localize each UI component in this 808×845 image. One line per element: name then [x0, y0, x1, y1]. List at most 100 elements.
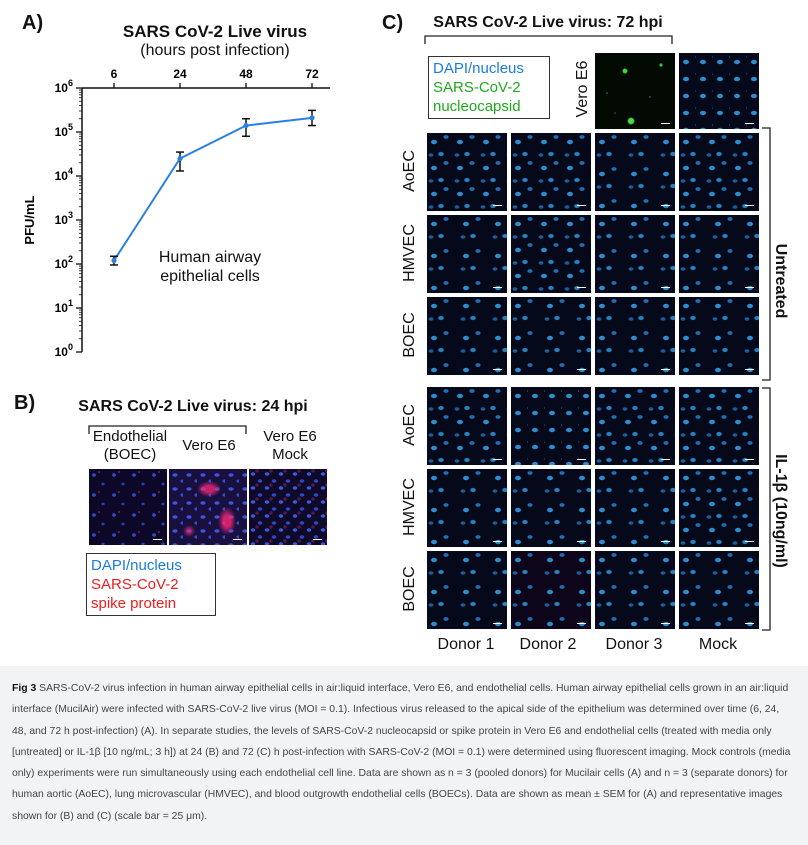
figure-caption: Fig 3 SARS-CoV-2 virus infection in huma… [0, 666, 808, 845]
y-tick-label: 103 [55, 210, 73, 227]
y-tick-label: 106 [55, 78, 73, 95]
panel-c-legend-sars: SARS-CoV-2 [433, 79, 521, 96]
panel-b-col2: Vero E6 [182, 437, 236, 454]
panel-c-micrograph [426, 214, 508, 294]
panel-b-label: B) [14, 392, 36, 414]
scale-bar [745, 459, 754, 460]
panel-b-title: SARS CoV-2 Live virus: 24 hpi [78, 398, 308, 415]
panel-c-micrograph [426, 296, 508, 376]
panel-c-vero-label: Vero E6 [574, 60, 591, 118]
panel-b-image-vero-infected [168, 468, 248, 546]
panel-a-subtitle: (hours post infection) [140, 42, 290, 59]
panel-c-micrograph [594, 468, 676, 548]
scale-bar [577, 541, 586, 542]
panel-c-micrograph [678, 468, 760, 548]
scale-bar [745, 205, 754, 206]
panel-c-micrograph [510, 386, 592, 466]
panel-c-micrograph [510, 132, 592, 212]
scale-bar [661, 541, 670, 542]
panel-c-micrograph [426, 468, 508, 548]
x-tick-label: 6 [111, 67, 118, 81]
y-tick-label: 105 [55, 122, 73, 139]
panel-c-row-hmvec-2: HMVEC [401, 478, 418, 536]
x-tick-label: 48 [239, 67, 253, 81]
scale-bar [493, 205, 502, 206]
scale-bar [577, 623, 586, 624]
caption-text: SARS-CoV-2 virus infection in human airw… [12, 683, 791, 822]
panel-c-label: C) [382, 12, 404, 34]
scale-bar [493, 459, 502, 460]
panel-c-micrograph [426, 132, 508, 212]
data-point [309, 115, 315, 121]
panel-b-legend: DAPI/nucleus SARS-CoV-2 spike protein [86, 553, 216, 616]
y-axis-label: PFU/mL [22, 195, 37, 244]
scale-bar [493, 369, 502, 370]
panel-b-col3-line1: Vero E6 [263, 428, 317, 445]
data-point [177, 155, 183, 162]
scale-bar [745, 623, 754, 624]
panel-a-title: SARS CoV-2 Live virus [122, 22, 308, 41]
panel-a-chart: 100 101 102 103 104 105 106 6 24 48 72 PFU/mL [22, 67, 330, 359]
series-line [113, 116, 313, 262]
y-tick-label: 104 [55, 166, 73, 183]
panel-c-row-hmvec-1: HMVEC [401, 224, 418, 282]
scale-bar [745, 287, 754, 288]
scale-bar [661, 369, 670, 370]
panel-c-micrograph [510, 296, 592, 376]
y-tick-label: 101 [55, 298, 73, 315]
panel-b-bracket [88, 425, 247, 434]
panel-c-row-aoec-1: AoEC [401, 150, 418, 192]
scale-bar [493, 623, 502, 624]
panel-c-micrograph [594, 132, 676, 212]
panel-c-micrograph [510, 468, 592, 548]
panel-c-micrograph [510, 550, 592, 630]
chart-a-group: 100 101 102 103 104 105 106 6 24 48 72 PFU/mL [22, 67, 330, 359]
panel-c-micrograph [594, 296, 676, 376]
panel-c-group-untreated: Untreated [772, 243, 789, 319]
panel-c-micrograph [594, 214, 676, 294]
scale-bar [745, 369, 754, 370]
panel-b-col3-line2: Mock [272, 446, 308, 463]
panel-c-micrograph [678, 214, 760, 294]
panel-c-legend-nucleocapsid: nucleocapsid [433, 98, 521, 115]
panel-b-col1-line1: Endothelial [92, 428, 168, 445]
panel-c-micrograph [594, 550, 676, 630]
panel-c-title: SARS CoV-2 Live virus: 72 hpi [433, 14, 663, 31]
panel-b-legend-spike: spike protein [91, 595, 177, 612]
panel-c-legend-dapi: DAPI/nucleus [433, 60, 524, 77]
panel-c-micrograph [510, 214, 592, 294]
panel-a-label: A) [22, 12, 44, 34]
scale-bar [745, 541, 754, 542]
y-tick-label: 100 [55, 342, 73, 359]
panel-c-col-donor2: Donor 2 [519, 636, 577, 653]
panel-c-micrograph [678, 132, 760, 212]
scale-bar [577, 369, 586, 370]
panel-c-col-donor1: Donor 1 [437, 636, 495, 653]
panel-c-micrograph [678, 550, 760, 630]
scale-bar [577, 459, 586, 460]
panel-b-col1-line2: (BOEC) [103, 446, 157, 463]
panel-c-micrograph [426, 550, 508, 630]
panel-b-image-vero-mock [248, 468, 328, 546]
panel-c-image-vero-infected [594, 52, 676, 130]
panel-c-image-vero-mock [678, 52, 760, 130]
scale-bar [661, 623, 670, 624]
x-tick-label: 24 [173, 67, 187, 81]
scale-bar [661, 459, 670, 460]
panel-c-legend: DAPI/nucleus SARS-CoV-2 nucleocapsid [428, 56, 550, 119]
panel-c-col-donor3: Donor 3 [605, 636, 663, 653]
panel-c-bracket [424, 35, 673, 44]
panel-b-legend-sars: SARS-CoV-2 [91, 576, 179, 593]
panel-b-legend-dapi: DAPI/nucleus [91, 557, 182, 574]
panel-c-row-boec-1: BOEC [401, 312, 418, 358]
panel-c-group-il1b: IL-1β (10ng/ml) [772, 454, 789, 568]
y-tick-label: 102 [55, 254, 73, 271]
panel-c-row-aoec-2: AoEC [401, 404, 418, 446]
panel-c-micrograph [426, 386, 508, 466]
scale-bar [577, 205, 586, 206]
panel-c-col-mock: Mock [698, 636, 738, 653]
panel-a-annotation-line1: Human airway [158, 249, 262, 266]
scale-bar [577, 287, 586, 288]
panel-a-annotation-line2: epithelial cells [160, 268, 260, 285]
panel-c-micrograph [594, 386, 676, 466]
